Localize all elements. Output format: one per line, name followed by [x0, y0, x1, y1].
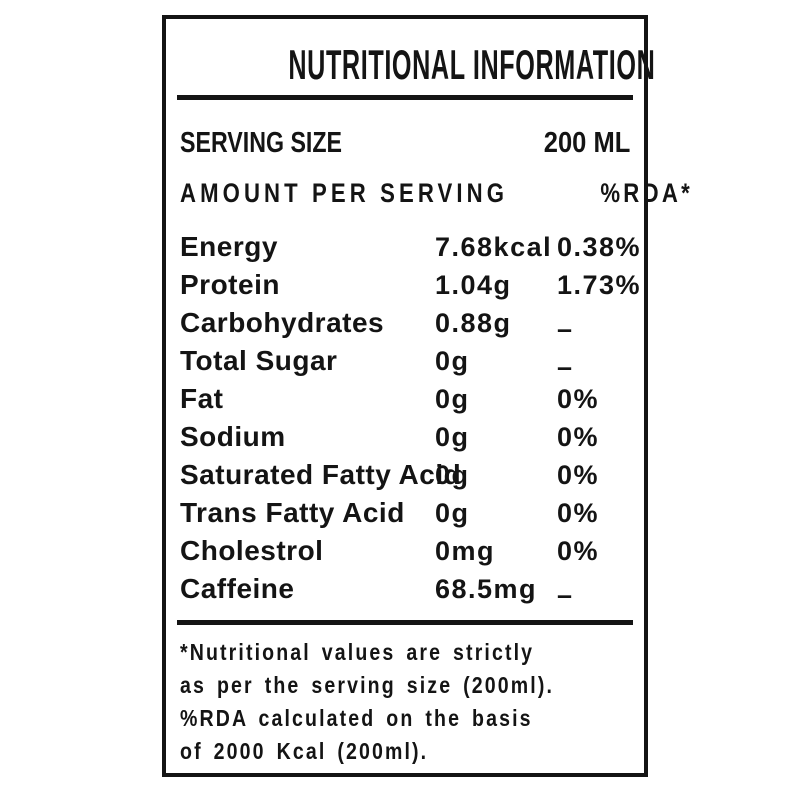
table-row: Cholestrol 0mg 0%	[180, 532, 630, 570]
footnote-line: of 2000 Kcal (200ml).	[180, 738, 429, 764]
nutrient-amount: 0.88g	[435, 308, 512, 338]
footnote-line: as per the serving size (200ml).	[180, 672, 555, 698]
nutrient-rda: 0%	[557, 536, 600, 566]
page-title: NUTRITIONAL INFORMATION	[288, 41, 656, 88]
serving-size-value: 200 ML	[543, 127, 630, 159]
nutrient-rda: –	[557, 314, 574, 344]
nutrient-name: Energy	[180, 231, 278, 262]
footnote-line: *Nutritional values are strictly	[180, 639, 535, 665]
nutrient-rda: –	[557, 352, 574, 382]
nutrient-name: Total Sugar	[180, 345, 338, 376]
nutrient-amount: 0g	[435, 422, 470, 452]
serving-size-label: SERVING SIZE	[180, 127, 343, 159]
nutrient-name: Fat	[180, 383, 224, 414]
nutrient-rda: 0%	[557, 460, 600, 490]
nutrient-rda: 0.38%	[557, 232, 642, 262]
table-row: Fat 0g 0%	[180, 380, 630, 418]
nutrient-name: Sodium	[180, 421, 286, 452]
table-row: Carbohydrates 0.88g –	[180, 304, 630, 344]
nutrient-name: Cholestrol	[180, 535, 324, 566]
nutrient-rda: 0%	[557, 384, 600, 414]
table-row: Sodium 0g 0%	[180, 418, 630, 456]
nutrient-name: Trans Fatty Acid	[180, 497, 405, 528]
footnote-divider	[177, 620, 633, 625]
nutrient-rda: –	[557, 580, 574, 610]
table-header-row: AMOUNT PER SERVING %RDA*	[180, 178, 690, 208]
nutrient-amount: 0g	[435, 460, 470, 490]
nutrient-name: Caffeine	[180, 573, 295, 604]
nutrient-name: Protein	[180, 269, 280, 300]
nutrient-amount: 0mg	[435, 536, 496, 566]
nutrient-amount: 0g	[435, 384, 470, 414]
nutrition-label-panel: NUTRITIONAL INFORMATION SERVING SIZE 200…	[162, 15, 690, 777]
table-row: Saturated Fatty Acid 0g 0%	[180, 456, 630, 494]
amount-per-serving-header: AMOUNT PER SERVING	[180, 178, 509, 208]
rda-header: %RDA*	[600, 178, 694, 208]
nutrient-rda: 0%	[557, 422, 600, 452]
footnote-line: %RDA calculated on the basis	[180, 705, 533, 731]
nutrient-amount: 7.68kcal	[435, 232, 553, 262]
table-row: Total Sugar 0g –	[180, 342, 630, 382]
nutrient-rda: 0%	[557, 498, 600, 528]
nutrient-amount: 0g	[435, 346, 470, 376]
nutrient-rda: 1.73%	[557, 270, 642, 300]
nutrient-name: Carbohydrates	[180, 307, 385, 338]
table-row: Trans Fatty Acid 0g 0%	[180, 494, 630, 532]
table-row: Energy 7.68kcal 0.38%	[180, 228, 640, 266]
table-row: Caffeine 68.5mg –	[180, 570, 630, 610]
title-wrap: NUTRITIONAL INFORMATION	[166, 41, 654, 89]
nutrient-amount: 0g	[435, 498, 470, 528]
nutrient-name: Saturated Fatty Acid	[180, 459, 462, 490]
footnote: *Nutritional values are strictly as per …	[180, 636, 644, 768]
nutrient-amount: 68.5mg	[435, 574, 538, 604]
serving-size-row: SERVING SIZE 200 ML	[180, 128, 630, 158]
nutrient-rows: Energy 7.68kcal 0.38% Protein 1.04g 1.73…	[180, 228, 640, 610]
table-row: Protein 1.04g 1.73%	[180, 266, 640, 304]
title-divider	[177, 95, 633, 100]
nutrient-amount: 1.04g	[435, 270, 512, 300]
